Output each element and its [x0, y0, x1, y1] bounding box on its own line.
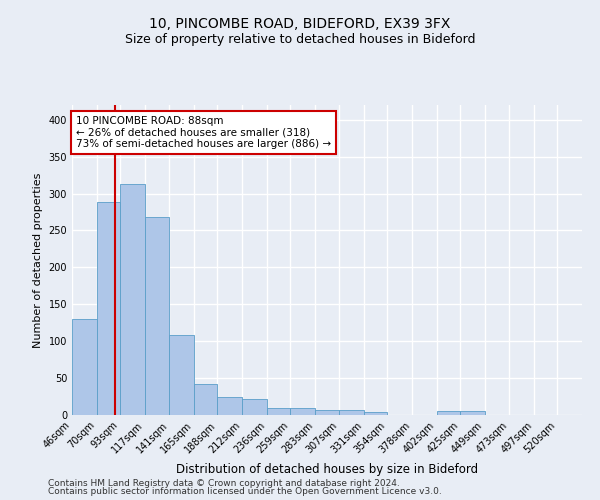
Bar: [194, 384, 217, 415]
Bar: [217, 396, 242, 415]
X-axis label: Distribution of detached houses by size in Bideford: Distribution of detached houses by size …: [176, 463, 478, 476]
Bar: [266, 408, 290, 415]
Text: Contains public sector information licensed under the Open Government Licence v3: Contains public sector information licen…: [48, 487, 442, 496]
Text: 10 PINCOMBE ROAD: 88sqm
← 26% of detached houses are smaller (318)
73% of semi-d: 10 PINCOMBE ROAD: 88sqm ← 26% of detache…: [76, 116, 331, 150]
Text: 10, PINCOMBE ROAD, BIDEFORD, EX39 3FX: 10, PINCOMBE ROAD, BIDEFORD, EX39 3FX: [149, 18, 451, 32]
Bar: [72, 319, 97, 415]
Bar: [460, 412, 485, 415]
Text: Size of property relative to detached houses in Bideford: Size of property relative to detached ho…: [125, 32, 475, 46]
Bar: [437, 412, 460, 415]
Text: Contains HM Land Registry data © Crown copyright and database right 2024.: Contains HM Land Registry data © Crown c…: [48, 478, 400, 488]
Bar: [97, 202, 120, 415]
Bar: [339, 410, 364, 415]
Bar: [120, 184, 145, 415]
Bar: [290, 408, 315, 415]
Bar: [242, 399, 266, 415]
Bar: [145, 217, 169, 415]
Bar: [364, 412, 388, 415]
Bar: [169, 336, 194, 415]
Y-axis label: Number of detached properties: Number of detached properties: [33, 172, 43, 348]
Bar: [315, 410, 339, 415]
